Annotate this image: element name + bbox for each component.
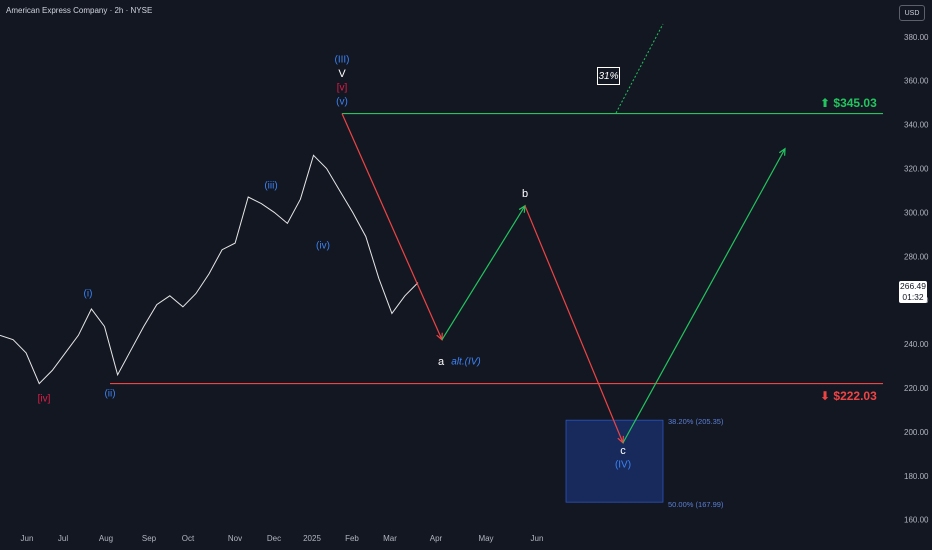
price-series-line	[0, 154, 419, 385]
wave-label-III: (III)	[334, 54, 350, 66]
wave-label-c: c	[620, 445, 626, 457]
wave-label-a: a	[437, 356, 445, 368]
projection-segment	[622, 148, 786, 444]
x-tick-label: Aug	[99, 534, 113, 543]
bar-countdown: 01:32	[902, 292, 924, 302]
x-tick-label: Oct	[182, 534, 195, 543]
x-tick-label: 2025	[303, 534, 321, 543]
x-tick-label: May	[478, 534, 493, 543]
wave-label-v-red: [v]	[336, 82, 348, 94]
y-tick-label: 380.00	[904, 33, 929, 42]
x-tick-label: Jun	[531, 534, 544, 543]
down-arrow-icon: ⬇	[820, 389, 831, 403]
wave-label-iii: (iii)	[264, 180, 278, 192]
x-tick-label: Mar	[383, 534, 397, 543]
last-price-tag: 266.49 01:32	[899, 281, 927, 303]
x-tick-label: Jun	[21, 534, 34, 543]
fib-upper-label: 38.20% (205.35)	[668, 417, 724, 426]
wave-label-b: b	[521, 188, 529, 200]
support-level: ⬇ $222.03	[820, 389, 877, 403]
x-tick-label: Nov	[228, 534, 242, 543]
resistance-level: ⬆ $345.03	[820, 96, 877, 110]
x-tick-label: Dec	[267, 534, 281, 543]
projection-segment	[524, 205, 624, 444]
wave-label-iv-red: [iv]	[37, 393, 51, 405]
chart-title: American Express Company · 2h · NYSE	[6, 6, 153, 15]
probability-label: 31%	[597, 67, 620, 85]
y-tick-label: 360.00	[904, 77, 929, 86]
x-tick-label: Apr	[430, 534, 443, 543]
y-tick-label: 180.00	[904, 472, 929, 481]
projection-segment	[441, 205, 526, 341]
projection-arrowhead	[778, 147, 786, 156]
y-tick-label: 160.00	[904, 516, 929, 525]
resistance-label: $345.03	[833, 96, 877, 110]
projection-arrows	[341, 113, 786, 445]
projection-arrowhead	[518, 204, 526, 213]
probability-dotted-arrow	[615, 23, 664, 114]
y-tick-label: 220.00	[904, 384, 929, 393]
y-tick-label: 340.00	[904, 121, 929, 130]
wave-label-iv: (iv)	[316, 240, 330, 252]
axis-ticks: 160.00180.00200.00220.00240.00260.00280.…	[21, 33, 929, 543]
wave-label-ii: (ii)	[104, 388, 116, 400]
wave-label-i: (i)	[83, 288, 93, 300]
wave-label-v-blue: (v)	[336, 96, 348, 108]
wave-label-alt-iv: alt.(IV)	[451, 356, 481, 368]
fib-lower-label: 50.00% (167.99)	[668, 500, 724, 509]
up-arrow-icon: ⬆	[820, 96, 831, 110]
currency-button[interactable]: USD	[899, 5, 925, 21]
y-tick-label: 200.00	[904, 428, 929, 437]
last-price: 266.49	[900, 281, 926, 291]
x-tick-label: Jul	[58, 534, 68, 543]
support-label: $222.03	[833, 389, 877, 403]
wave-label-IV: (IV)	[614, 459, 632, 471]
y-tick-label: 280.00	[904, 252, 929, 261]
fib-target-zone	[565, 419, 664, 503]
y-tick-label: 320.00	[904, 165, 929, 174]
x-tick-label: Sep	[142, 534, 157, 543]
wave-label-V: V	[338, 68, 346, 80]
y-tick-label: 240.00	[904, 340, 929, 349]
projection-segment	[341, 113, 443, 340]
y-tick-label: 300.00	[904, 208, 929, 217]
x-tick-label: Feb	[345, 534, 359, 543]
